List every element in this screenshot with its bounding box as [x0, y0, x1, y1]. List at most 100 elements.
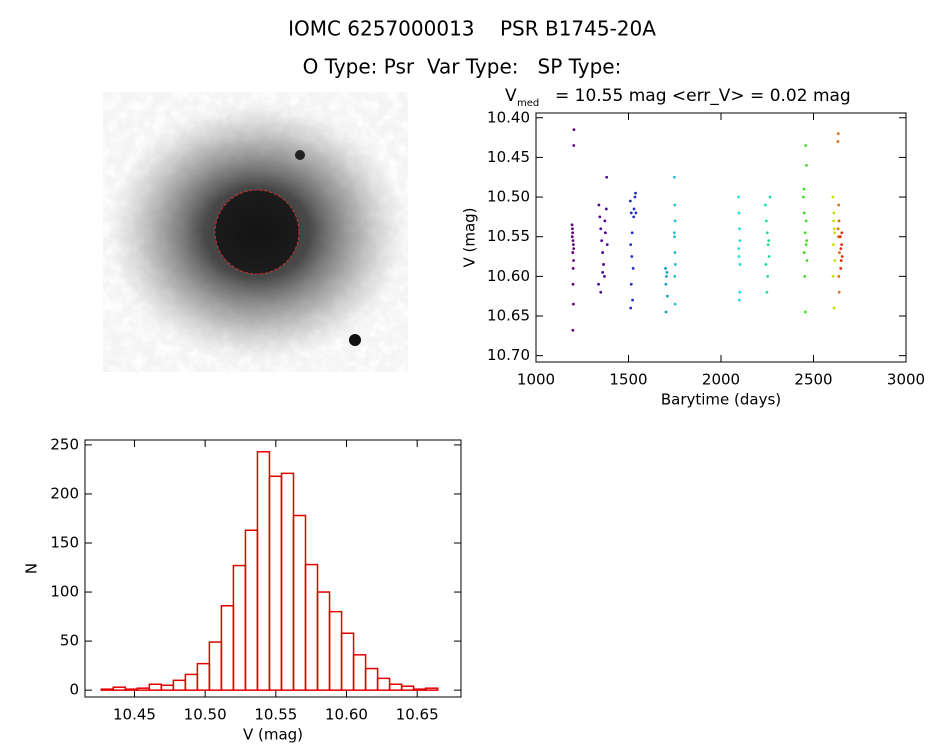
- x-tick-label: 10.50: [184, 706, 227, 724]
- data-point: [737, 298, 741, 302]
- data-point: [838, 235, 842, 239]
- x-tick-label: 2500: [794, 371, 832, 389]
- data-point: [631, 267, 635, 270]
- histogram-bar: [424, 687, 439, 691]
- data-point: [571, 251, 575, 254]
- data-point: [572, 128, 576, 132]
- data-point: [804, 219, 808, 223]
- data-point: [737, 247, 741, 251]
- data-point: [603, 219, 607, 223]
- x-tick-label: 1000: [517, 371, 555, 389]
- data-point: [629, 211, 633, 215]
- data-point: [803, 274, 807, 278]
- data-point: [598, 215, 602, 219]
- y-tick-label: 50: [60, 632, 79, 650]
- data-point: [673, 219, 677, 223]
- histogram-bar: [124, 688, 139, 691]
- data-point: [629, 306, 633, 310]
- data-point: [673, 263, 677, 266]
- data-point: [571, 239, 575, 243]
- data-point: [837, 290, 841, 294]
- data-point: [764, 263, 768, 266]
- data-point: [603, 274, 606, 278]
- data-point: [802, 211, 806, 215]
- page-subtitle: O Type: Psr Var Type: SP Type:: [303, 55, 622, 79]
- y-tick-label: 10.65: [487, 307, 530, 325]
- x-tick-label: 3000: [887, 371, 925, 389]
- data-point: [766, 243, 770, 247]
- chart-title-rest: = 10.55 mag <err_V> = 0.02 mag: [555, 86, 851, 106]
- data-point: [738, 239, 742, 243]
- data-point: [634, 191, 637, 195]
- data-point: [804, 144, 808, 147]
- data-point: [664, 310, 668, 314]
- data-point: [738, 263, 742, 266]
- data-point: [833, 259, 837, 262]
- data-point: [628, 199, 632, 203]
- data-point: [764, 219, 768, 223]
- data-point: [831, 195, 835, 199]
- x-tick-label: 2000: [702, 371, 740, 389]
- data-point: [839, 247, 843, 251]
- data-point: [571, 231, 575, 235]
- data-point: [631, 298, 634, 302]
- data-point: [571, 282, 575, 286]
- data-point: [840, 231, 844, 235]
- y-tick-label: 100: [50, 583, 79, 601]
- data-point: [836, 132, 840, 136]
- data-point: [738, 227, 741, 231]
- data-point: [572, 259, 575, 262]
- y-tick-label: 250: [50, 435, 79, 453]
- data-point: [630, 231, 634, 235]
- data-point: [737, 255, 741, 258]
- data-point: [632, 215, 636, 219]
- y-axis-label: V (mag): [461, 207, 479, 267]
- y-tick-label: 0: [69, 681, 79, 699]
- data-point: [571, 328, 575, 332]
- data-point: [837, 219, 841, 223]
- data-point: [673, 302, 677, 306]
- y-tick-label: 10.50: [487, 188, 530, 206]
- y-tick-label: 10.45: [487, 148, 530, 166]
- data-point: [634, 211, 638, 215]
- data-point: [601, 251, 604, 254]
- data-point: [768, 195, 772, 199]
- data-point: [803, 310, 807, 314]
- data-point: [633, 195, 637, 199]
- data-point: [803, 231, 807, 235]
- data-point: [599, 290, 603, 294]
- x-tick-label: 10.65: [396, 706, 439, 724]
- histogram-bar: [100, 688, 115, 691]
- x-axis-label: V (mag): [243, 726, 303, 744]
- data-point: [839, 267, 843, 270]
- data-point: [836, 140, 840, 143]
- plot-frame: [84, 439, 462, 698]
- data-point: [597, 203, 601, 207]
- data-point: [597, 282, 600, 286]
- histogram-bar: [400, 685, 415, 691]
- data-point: [836, 227, 840, 231]
- data-point: [804, 243, 808, 247]
- data-point: [832, 306, 836, 310]
- data-point: [601, 270, 604, 274]
- data-point: [571, 302, 575, 306]
- data-point: [832, 243, 835, 247]
- data-point: [765, 231, 769, 235]
- x-tick-label: 10.60: [325, 706, 368, 724]
- data-point: [602, 263, 605, 266]
- data-point: [605, 243, 609, 247]
- data-point: [737, 211, 741, 215]
- data-point: [664, 282, 668, 286]
- data-point: [571, 243, 575, 247]
- data-point: [664, 267, 667, 270]
- data-point: [599, 227, 603, 231]
- data-point: [665, 294, 669, 298]
- data-point: [833, 231, 836, 235]
- data-point: [802, 187, 806, 191]
- data-point: [630, 255, 634, 258]
- x-tick-label: 1500: [609, 371, 647, 389]
- y-tick-label: 10.40: [487, 108, 530, 126]
- data-point: [672, 231, 676, 235]
- data-point: [572, 247, 576, 251]
